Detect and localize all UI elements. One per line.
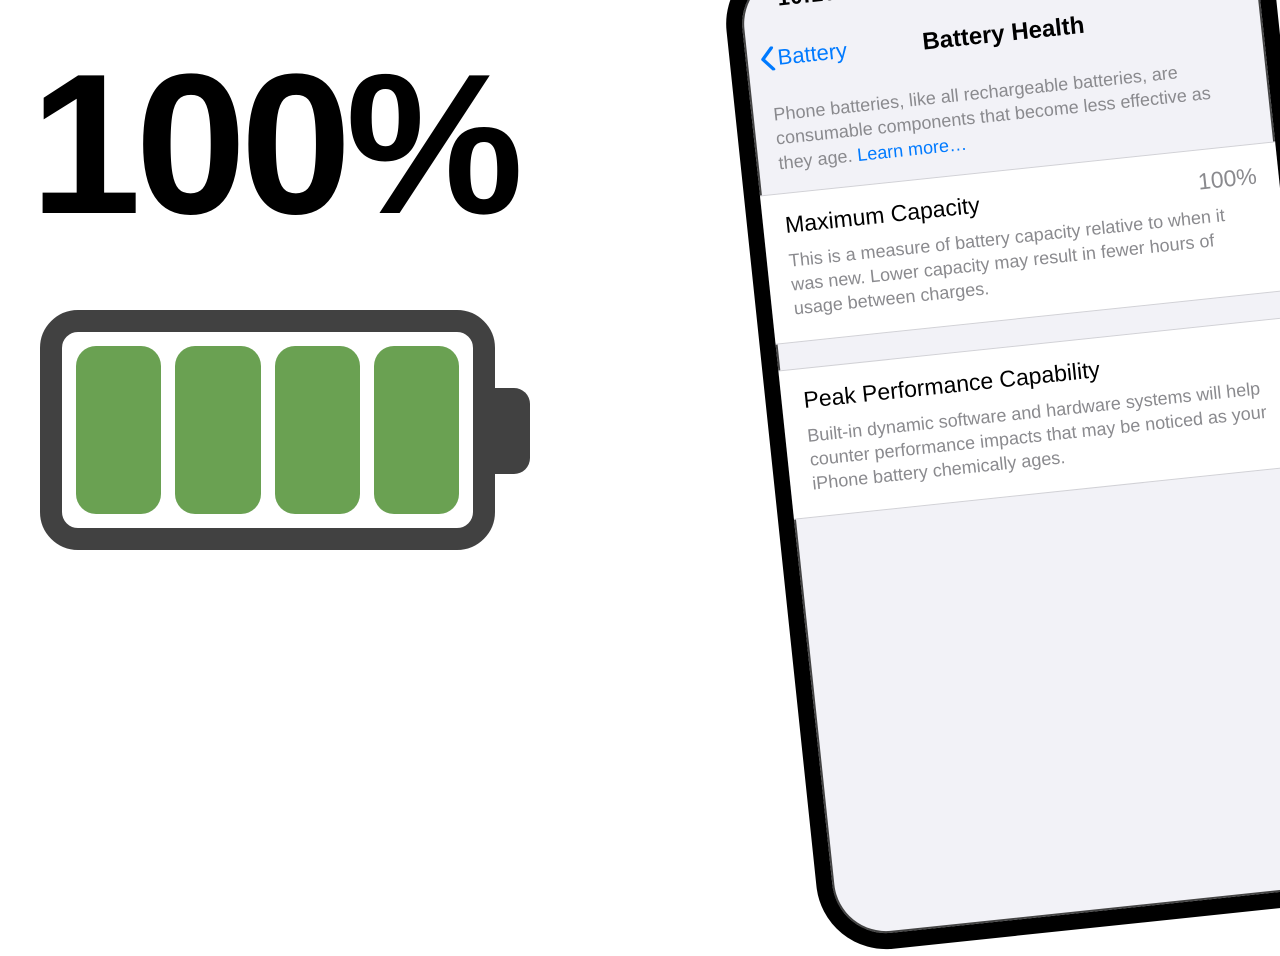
battery-body — [40, 310, 495, 550]
content: Phone batteries, like all rechargeable b… — [749, 41, 1280, 939]
big-percent-label: 100% — [30, 55, 590, 235]
time-label: 10:10 — [776, 0, 837, 11]
battery-cell — [374, 346, 459, 514]
page-title: Battery Health — [921, 12, 1086, 57]
phone-screen: 10:10 ☾ Battery Battery Health Phone bat… — [719, 0, 1280, 956]
battery-cell — [76, 346, 161, 514]
back-button[interactable]: Battery — [758, 38, 848, 73]
phone-mockup: 10:10 ☾ Battery Battery Health Phone bat… — [719, 0, 1280, 956]
battery-nub — [494, 388, 530, 474]
dnd-moon-icon: ☾ — [845, 0, 864, 1]
battery-cell — [175, 346, 260, 514]
battery-cell — [275, 346, 360, 514]
battery-infographic — [40, 310, 530, 550]
back-label: Battery — [776, 38, 848, 71]
left-graphic: 100% — [30, 55, 590, 235]
status-time: 10:10 ☾ — [776, 0, 864, 12]
chevron-left-icon — [758, 46, 776, 72]
